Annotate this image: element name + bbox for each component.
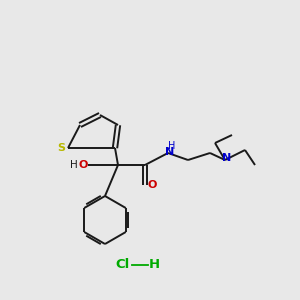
Text: H: H — [70, 160, 78, 170]
Text: O: O — [147, 180, 157, 190]
Text: N: N — [222, 153, 232, 163]
Text: Cl: Cl — [115, 259, 129, 272]
Text: O: O — [78, 160, 88, 170]
Text: N: N — [165, 147, 175, 157]
Text: S: S — [57, 143, 65, 153]
Text: H: H — [168, 141, 176, 151]
Text: H: H — [148, 259, 160, 272]
